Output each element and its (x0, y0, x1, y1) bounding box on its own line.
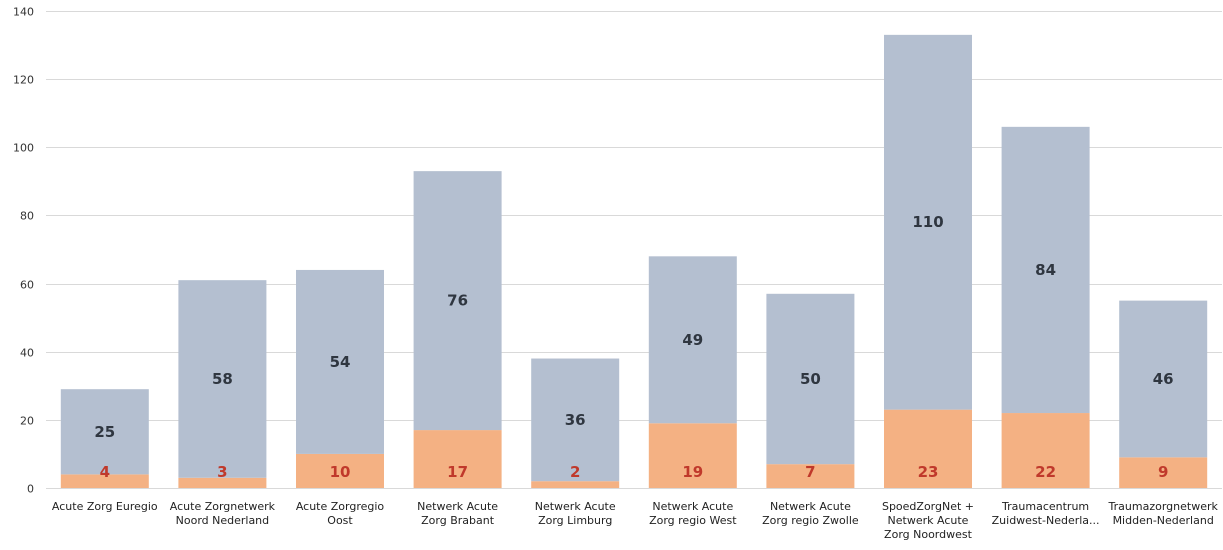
data-label: 3 (217, 463, 227, 481)
data-label: 25 (94, 423, 115, 441)
x-tick-label: Traumacentrum Zuidwest-Nederla... (992, 500, 1100, 527)
bar-segment (884, 34, 972, 410)
data-label: 46 (1153, 370, 1174, 388)
x-tick-label: Acute Zorgnetwerk Noord Nederland (170, 500, 276, 527)
data-label: 17 (447, 463, 468, 481)
bar-segment (413, 430, 502, 488)
data-label: 54 (330, 353, 351, 371)
y-tick-label: 60 (20, 279, 34, 292)
data-label: 10 (330, 463, 351, 481)
data-label: 50 (800, 370, 821, 388)
bar-segment (766, 293, 855, 465)
y-tick-label: 100 (13, 142, 34, 155)
bar-segment (766, 464, 855, 488)
bar-segment (531, 481, 620, 488)
bar-segment (178, 280, 267, 478)
data-label: 110 (912, 213, 943, 231)
bar-segment (531, 358, 620, 482)
bar-segment (648, 423, 737, 488)
data-label: 7 (805, 463, 815, 481)
bar-segment (178, 477, 267, 488)
x-tick-label: Netwerk Acute Zorg regio West (649, 500, 737, 527)
bar-segment (413, 171, 502, 431)
data-label: 36 (565, 411, 586, 429)
data-label: 4 (100, 463, 110, 481)
x-tick-label: Netwerk Acute Zorg Brabant (417, 500, 498, 527)
y-tick-label: 140 (13, 6, 34, 19)
x-tick-label: Netwerk Acute Zorg Limburg (535, 500, 616, 527)
value-labels: 4 25 3 58 10 54 17 76 2 36 19 49 7 50 23 110 22 84 9 46 (94, 213, 1173, 481)
y-tick-label: 120 (13, 74, 34, 87)
x-tick-label: SpoedZorgNet + Netwerk Acute Zorg Noordwes… (882, 500, 974, 541)
x-tick-label: Traumazorgnetwerk Midden-Nederland (1108, 500, 1219, 527)
x-axis: Acute Zorg Euregio Acute Zorgnetwerk Noord… (52, 500, 1219, 541)
data-label: 2 (570, 463, 580, 481)
y-tick-label: 80 (20, 210, 34, 223)
x-tick-label: Acute Zorg Euregio (52, 500, 158, 513)
bar-segment (1001, 413, 1090, 488)
data-label: 9 (1158, 463, 1168, 481)
data-label: 84 (1035, 261, 1056, 279)
bars (60, 34, 1208, 488)
data-label: 23 (918, 463, 939, 481)
bar-segment (60, 389, 149, 475)
bar-segment (1119, 457, 1208, 488)
data-label: 76 (447, 292, 468, 310)
bar-segment (1119, 300, 1208, 458)
bar-segment (296, 453, 384, 488)
data-label: 22 (1035, 463, 1056, 481)
y-tick-label: 40 (20, 347, 34, 360)
y-tick-label: 0 (27, 483, 34, 496)
bar-segment (1001, 126, 1090, 414)
bar-segment (884, 409, 972, 488)
bar-segment (648, 256, 737, 424)
y-axis: 0 20 40 60 80 100 120 140 (13, 6, 34, 496)
x-tick-label: Netwerk Acute Zorg regio Zwolle (762, 500, 859, 527)
x-tick-label: Acute Zorgregio Oost (296, 500, 385, 527)
bar-segment (60, 474, 149, 488)
data-label: 49 (682, 331, 703, 349)
data-label: 19 (682, 463, 703, 481)
bar-segment (296, 269, 384, 454)
y-tick-label: 20 (20, 415, 34, 428)
data-label: 58 (212, 370, 233, 388)
